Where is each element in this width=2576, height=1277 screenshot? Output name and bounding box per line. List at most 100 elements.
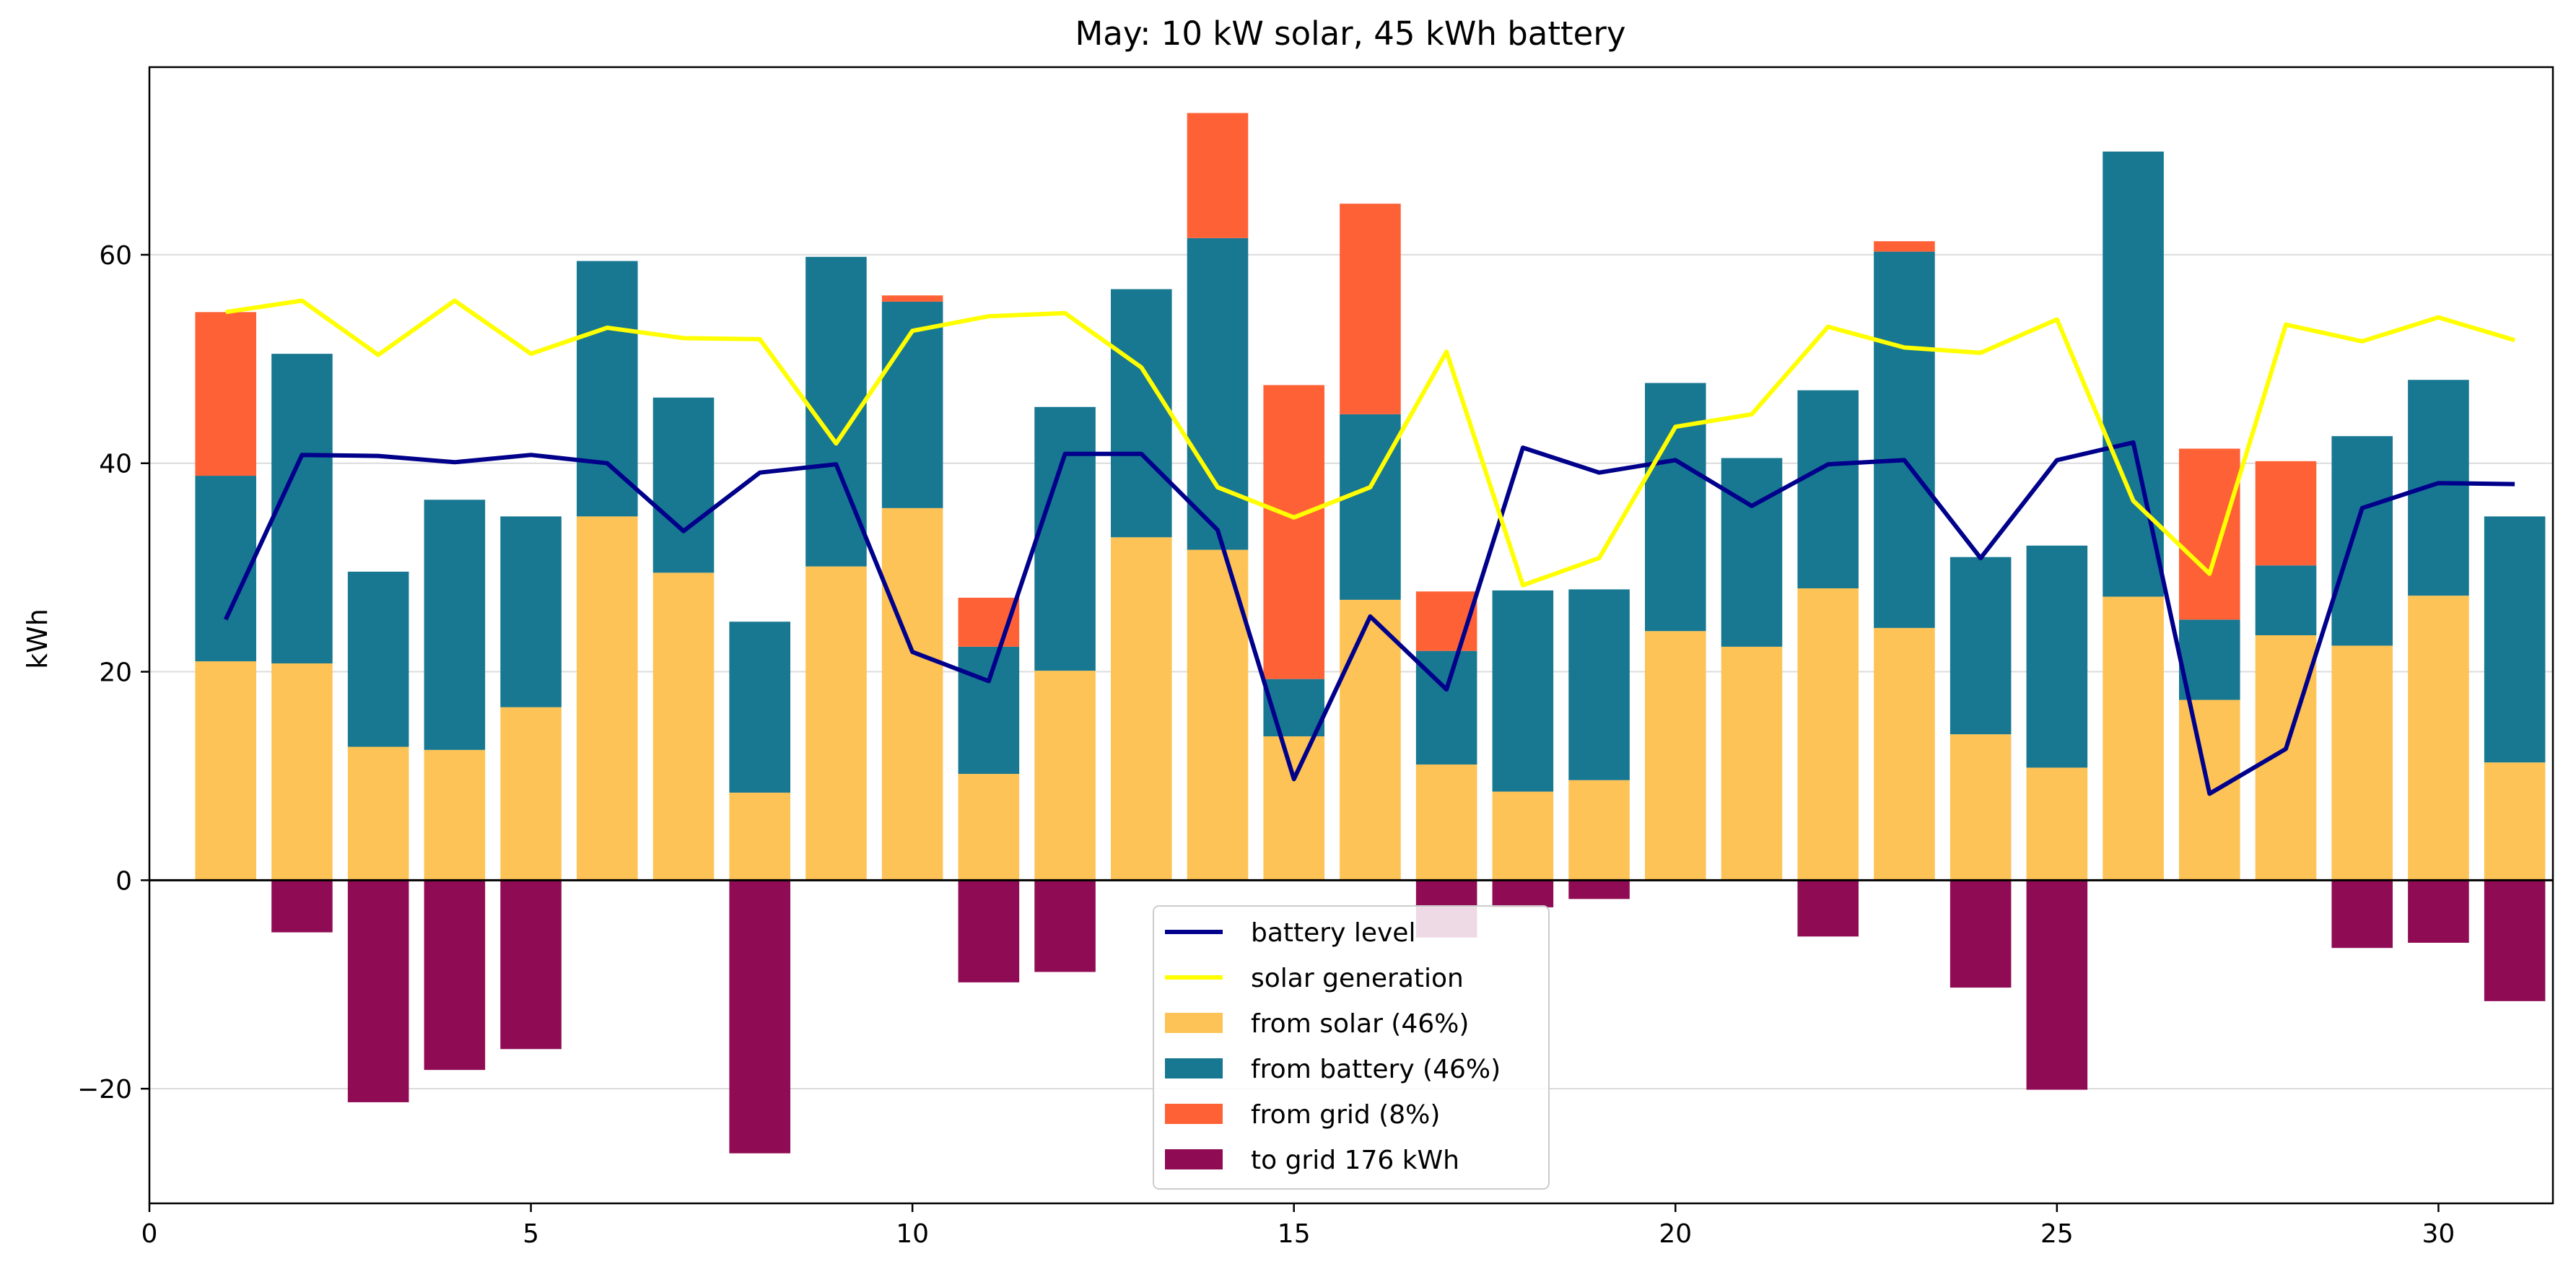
bar-from-grid-day-28 [2255,461,2317,566]
legend-swatch-from-grid-8 [1165,1104,1223,1124]
x-tick-label: 15 [1278,1219,1311,1249]
bar-from-solar-day-13 [1111,537,1172,881]
bar-from-battery-day-16 [1340,414,1401,600]
bar-from-solar-day-23 [1874,627,1935,881]
bar-from-battery-day-8 [729,622,790,793]
bar-from-solar-day-15 [1263,736,1324,881]
bar-to-grid-day-31 [2484,880,2546,1001]
bar-from-battery-day-10 [881,301,943,508]
bar-to-grid-day-29 [2331,880,2393,949]
bar-from-grid-day-14 [1187,113,1249,238]
bar-from-solar-day-11 [958,774,1020,881]
bar-from-grid-day-1 [195,312,256,476]
bar-from-solar-day-8 [729,793,790,881]
solar-generation-line [225,298,2515,588]
bar-to-grid-day-5 [500,880,562,1050]
bar-to-grid-day-12 [1034,880,1096,972]
y-tick-label: 40 [99,450,132,479]
battery-level-line [223,440,2515,796]
bar-from-battery-day-28 [2255,565,2317,635]
legend-swatch-from-solar-46 [1165,1013,1223,1033]
bar-from-solar-day-5 [500,707,562,881]
bar-from-battery-day-21 [1721,458,1783,647]
y-tick-label: −20 [77,1075,132,1104]
bar-from-solar-day-29 [2331,645,2393,881]
bar-from-battery-day-30 [2408,380,2469,596]
bar-from-battery-day-25 [2026,545,2088,768]
legend-label-from-battery-46: from battery (46%) [1251,1055,1501,1084]
y-tick-label: 20 [99,658,132,688]
bar-from-battery-day-13 [1111,289,1172,538]
bar-from-solar-day-25 [2026,767,2088,881]
bar-from-battery-day-29 [2331,436,2393,646]
x-tick-label: 10 [896,1219,929,1249]
plot-frame [148,66,2554,1205]
bar-from-battery-day-20 [1645,383,1706,632]
y-tick-label: 60 [99,241,132,271]
x-tick-label: 5 [523,1219,539,1249]
x-tick-label: 25 [2040,1219,2074,1249]
bar-from-solar-day-4 [424,749,486,881]
bar-to-grid-day-30 [2408,880,2469,943]
bar-from-solar-day-19 [1568,780,1630,881]
bar-from-battery-day-3 [347,571,409,747]
bar-from-solar-day-14 [1187,549,1249,881]
bar-from-battery-day-14 [1187,237,1249,550]
bar-from-solar-day-7 [652,572,715,881]
bar-from-solar-day-30 [2408,596,2469,881]
legend-label-battery-level: battery level [1251,918,1415,948]
legend-label-to-grid-176-kwh: to grid 176 kWh [1251,1146,1459,1175]
x-tick-label: 0 [141,1219,158,1249]
bar-to-grid-day-4 [424,880,486,1071]
bar-from-grid-day-23 [1874,241,1935,252]
bar-from-solar-day-3 [347,746,409,881]
bar-to-grid-day-24 [1950,880,2012,988]
bar-from-battery-day-31 [2484,516,2546,763]
bar-from-battery-day-22 [1797,390,1859,589]
bar-to-grid-day-8 [729,880,790,1154]
bar-from-solar-day-16 [1340,599,1401,881]
bar-from-solar-day-24 [1950,734,2012,881]
bar-to-grid-day-2 [271,880,333,933]
bar-from-battery-day-6 [577,261,638,517]
bar-from-battery-day-18 [1492,590,1554,792]
bar-to-grid-day-3 [347,880,409,1102]
bar-from-battery-day-23 [1874,251,1935,628]
bar-from-battery-day-12 [1034,406,1096,671]
x-tick-label: 30 [2422,1219,2455,1249]
bar-to-grid-day-18 [1492,880,1554,907]
legend-label-from-grid-8: from grid (8%) [1251,1100,1440,1130]
legend: battery level solar generation from solar … [1153,905,1550,1190]
bar-from-solar-day-12 [1034,671,1096,881]
bar-from-grid-day-10 [881,295,943,302]
bar-to-grid-day-22 [1797,880,1859,937]
bar-from-battery-day-11 [958,646,1020,775]
chart-title: May: 10 kW solar, 45 kWh battery [1075,14,1625,53]
bar-from-grid-day-15 [1263,385,1324,679]
bars-group [195,113,2546,1154]
bar-from-battery-day-26 [2103,151,2164,597]
bar-from-solar-day-28 [2255,635,2317,881]
bar-from-solar-day-9 [805,566,867,881]
x-tick-label: 20 [1659,1219,1692,1249]
bar-from-grid-day-16 [1340,204,1401,414]
bar-from-solar-day-22 [1797,588,1859,881]
bar-from-solar-day-10 [881,507,943,881]
bar-from-solar-day-21 [1721,646,1783,881]
y-axis-label: kWh [22,609,53,669]
bar-to-grid-day-11 [958,880,1020,982]
bar-from-battery-day-5 [500,516,562,707]
axis-ticks: 0 5 10 15 20 25 30 −20 0 20 40 60 [77,241,2455,1249]
bar-from-battery-day-4 [424,500,486,750]
bar-from-solar-day-6 [577,516,638,881]
legend-swatch-to-grid-176-kwh [1165,1149,1223,1169]
bar-to-grid-day-25 [2026,880,2088,1090]
series-lines-group [223,298,2515,796]
y-tick-label: 0 [115,866,132,896]
bar-from-solar-day-18 [1492,791,1554,881]
bar-from-solar-day-17 [1415,764,1477,881]
bar-from-battery-day-19 [1568,589,1630,780]
bar-to-grid-day-19 [1568,880,1630,899]
bar-from-battery-day-27 [2179,619,2240,700]
